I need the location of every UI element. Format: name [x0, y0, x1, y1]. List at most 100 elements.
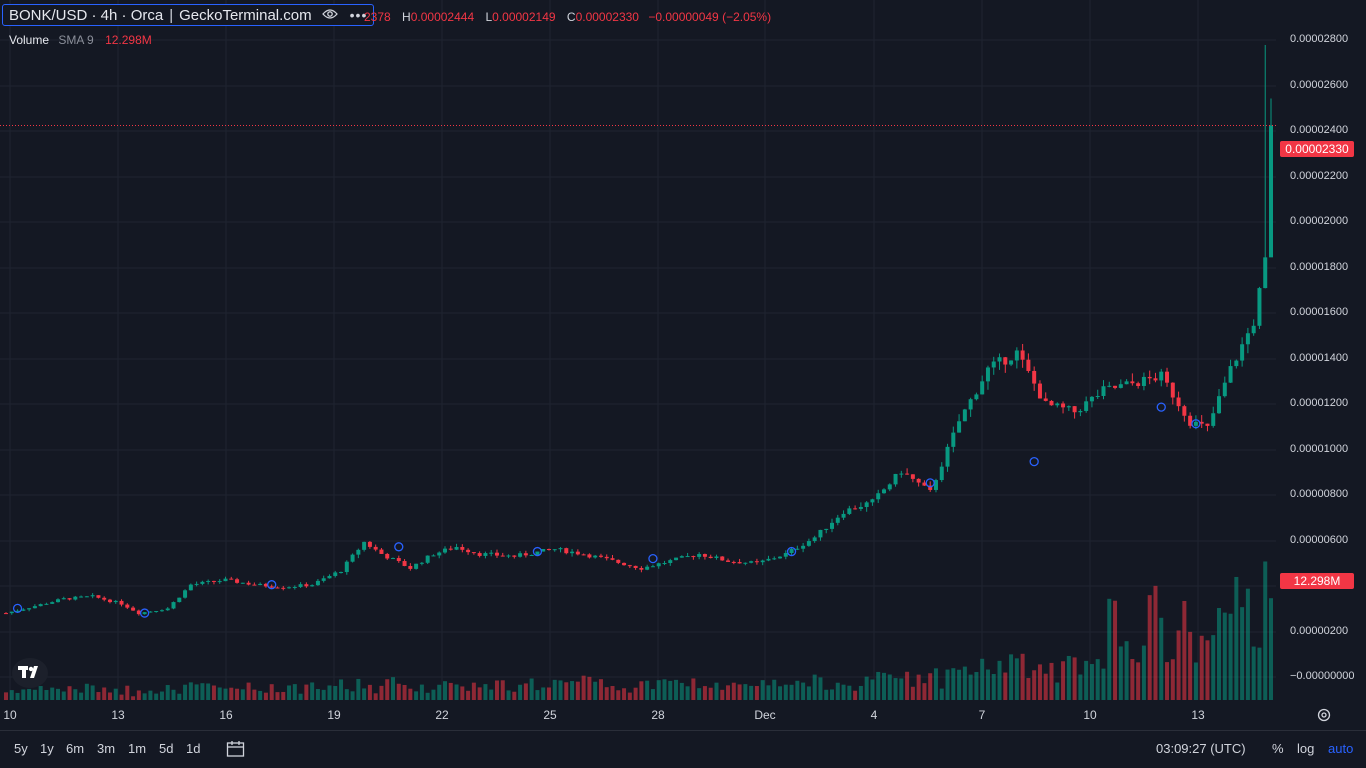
- candle-body: [997, 357, 1002, 362]
- volume-bar: [131, 696, 136, 700]
- candle-body: [858, 506, 863, 509]
- high-value: 0.00002444: [410, 10, 475, 24]
- volume-bar: [1049, 662, 1054, 700]
- candle-body: [217, 581, 222, 583]
- percent-toggle[interactable]: %: [1272, 741, 1284, 756]
- volume-bar: [500, 680, 505, 700]
- candle-body: [500, 555, 505, 557]
- candle-body: [737, 562, 742, 564]
- range-button-1y[interactable]: 1y: [40, 741, 54, 756]
- candle-body: [148, 611, 153, 613]
- settings-icon[interactable]: [1316, 707, 1332, 728]
- range-button-1d[interactable]: 1d: [186, 741, 201, 756]
- time-axis-label: 7: [978, 708, 986, 722]
- volume-bar: [847, 685, 852, 700]
- candle-body: [1251, 325, 1256, 334]
- candle-body: [575, 551, 580, 555]
- candle-body: [864, 502, 869, 507]
- candle-body: [1240, 344, 1245, 361]
- volume-bar: [1061, 661, 1066, 700]
- price-chart[interactable]: [0, 0, 1276, 700]
- eye-icon[interactable]: [321, 7, 338, 23]
- volume-bar: [1014, 658, 1019, 700]
- volume-bar: [1153, 585, 1158, 700]
- candle-body: [980, 381, 985, 395]
- calendar-icon[interactable]: [226, 740, 246, 763]
- candle-body: [252, 584, 257, 586]
- candle-body: [1176, 397, 1181, 407]
- candle-body: [945, 446, 950, 467]
- volume-legend[interactable]: Volume SMA 9 12.298M: [9, 33, 152, 47]
- candle-body: [15, 610, 20, 612]
- candle-body: [512, 555, 517, 557]
- candle-body: [789, 549, 794, 554]
- range-button-1m[interactable]: 1m: [128, 741, 147, 756]
- volume-bar: [15, 692, 20, 700]
- candle-body: [853, 508, 858, 510]
- candle-body: [489, 552, 494, 554]
- candle-body: [529, 554, 534, 556]
- volume-bar: [44, 689, 49, 700]
- candle-body: [258, 583, 263, 586]
- time-axis[interactable]: 10 13 16 19 22 25 28 Dec 4 7 10 13: [0, 700, 1366, 730]
- time-axis-label: 16: [219, 708, 233, 722]
- auto-toggle[interactable]: auto: [1328, 741, 1354, 756]
- volume-bar: [789, 684, 794, 700]
- volume-bar: [1257, 647, 1262, 700]
- candle-body: [229, 578, 234, 580]
- range-button-5d[interactable]: 5d: [159, 741, 174, 756]
- volume-bar: [685, 686, 690, 700]
- candle-body: [962, 409, 967, 422]
- candle-body: [847, 508, 852, 514]
- candle-body: [806, 541, 811, 546]
- volume-bar: [32, 689, 37, 700]
- volume-bar: [367, 684, 372, 700]
- event-marker-icon: [394, 542, 404, 552]
- candle-body: [778, 556, 783, 559]
- log-toggle[interactable]: log: [1297, 741, 1315, 756]
- more-icon[interactable]: •••: [349, 7, 368, 23]
- candle-body: [275, 587, 280, 589]
- volume-bar: [1205, 640, 1210, 700]
- range-button-3m[interactable]: 3m: [97, 741, 116, 756]
- candle-body: [1193, 421, 1198, 426]
- volume-bar: [142, 693, 147, 700]
- candle-body: [448, 548, 453, 550]
- volume-bar: [73, 689, 78, 700]
- candle-body: [506, 555, 511, 557]
- time-axis-label: 22: [435, 708, 449, 722]
- candle-body: [38, 604, 43, 607]
- candle-body: [61, 598, 66, 600]
- volume-bar: [310, 682, 315, 700]
- candle-body: [1020, 350, 1025, 360]
- tradingview-logo-icon[interactable]: [12, 658, 48, 688]
- volume-bar: [529, 678, 534, 700]
- range-button-6m[interactable]: 6m: [66, 741, 85, 756]
- price-axis-label: 0.00001600: [1290, 306, 1349, 318]
- utc-clock[interactable]: 03:09:27 (UTC): [1156, 741, 1246, 756]
- volume-bar: [165, 685, 170, 700]
- chart-area[interactable]: [0, 0, 1276, 700]
- volume-bar: [1188, 631, 1193, 700]
- candle-body: [587, 554, 592, 558]
- candle-body: [310, 585, 315, 587]
- volume-bar: [171, 689, 176, 700]
- candle-body: [876, 493, 881, 500]
- range-button-5y[interactable]: 5y: [14, 741, 28, 756]
- candle-body: [818, 529, 823, 538]
- volume-bar: [287, 685, 292, 700]
- price-axis-label: 0.00000600: [1290, 534, 1349, 546]
- volume-bar: [1245, 588, 1250, 700]
- volume-bar: [1211, 635, 1216, 700]
- volume-bar: [1101, 668, 1106, 700]
- candle-body: [107, 599, 112, 603]
- symbol-legend[interactable]: BONK/USD · 4h · Orca | GeckoTerminal.com…: [2, 4, 375, 26]
- price-axis-label: −0.00000000: [1290, 670, 1355, 682]
- candle-body: [893, 473, 898, 485]
- volume-bar: [760, 680, 765, 700]
- volume-bar: [177, 693, 182, 700]
- volume-bar: [148, 690, 153, 700]
- price-axis[interactable]: 0.00002800 0.00002600 0.00002400 0.00002200…: [1276, 0, 1366, 700]
- price-axis-label: 0.00001800: [1290, 261, 1349, 273]
- volume-bar: [795, 680, 800, 700]
